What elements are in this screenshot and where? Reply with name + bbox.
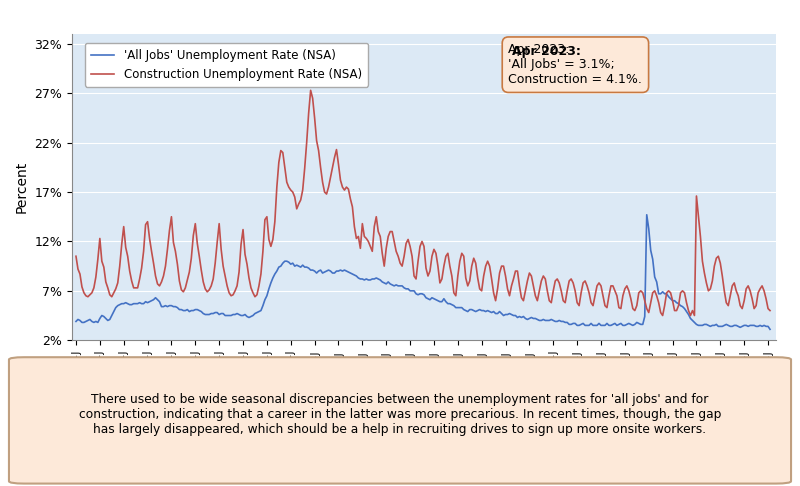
Text: There used to be wide seasonal discrepancies between the unemployment rates for : There used to be wide seasonal discrepan… — [79, 393, 721, 436]
Text: There used to be wide seasonal discrepancies between the unemployment rates for : There used to be wide seasonal discrepan… — [72, 393, 728, 436]
Construction Unemployment Rate (NSA) — [739, 298, 749, 304]
'All Jobs' Unemployment Rate (NSA) — [441, 299, 450, 305]
'All Jobs' Unemployment Rate (NSA) — [71, 318, 81, 324]
Construction Unemployment Rate (NSA) — [71, 253, 81, 259]
FancyBboxPatch shape — [9, 357, 791, 484]
Construction Unemployment Rate (NSA) — [658, 312, 667, 318]
'All Jobs' Unemployment Rate (NSA) — [391, 282, 401, 288]
'All Jobs' Unemployment Rate (NSA) — [642, 212, 651, 218]
'All Jobs' Unemployment Rate (NSA) — [256, 308, 266, 313]
Construction Unemployment Rate (NSA) — [394, 253, 403, 259]
Text: Apr 2023:: Apr 2023: — [512, 45, 581, 58]
Construction Unemployment Rate (NSA) — [443, 250, 453, 256]
Construction Unemployment Rate (NSA) — [483, 258, 493, 264]
X-axis label: Year and Month: Year and Month — [362, 376, 486, 390]
Legend: 'All Jobs' Unemployment Rate (NSA), Construction Unemployment Rate (NSA): 'All Jobs' Unemployment Rate (NSA), Cons… — [85, 43, 368, 87]
'All Jobs' Unemployment Rate (NSA) — [766, 327, 775, 332]
Line: 'All Jobs' Unemployment Rate (NSA): 'All Jobs' Unemployment Rate (NSA) — [76, 215, 770, 330]
Text: Apr 2023:
'All Jobs' = 3.1%;
Construction = 4.1%.: Apr 2023: 'All Jobs' = 3.1%; Constructio… — [509, 43, 642, 86]
Construction Unemployment Rate (NSA) — [306, 87, 315, 93]
Y-axis label: Percent: Percent — [15, 161, 29, 213]
'All Jobs' Unemployment Rate (NSA) — [758, 324, 767, 330]
Construction Unemployment Rate (NSA) — [256, 271, 266, 277]
Line: Construction Unemployment Rate (NSA): Construction Unemployment Rate (NSA) — [76, 90, 770, 315]
'All Jobs' Unemployment Rate (NSA) — [738, 324, 747, 330]
Construction Unemployment Rate (NSA) — [759, 288, 769, 294]
Construction Unemployment Rate (NSA) — [766, 308, 775, 313]
'All Jobs' Unemployment Rate (NSA) — [481, 309, 490, 314]
